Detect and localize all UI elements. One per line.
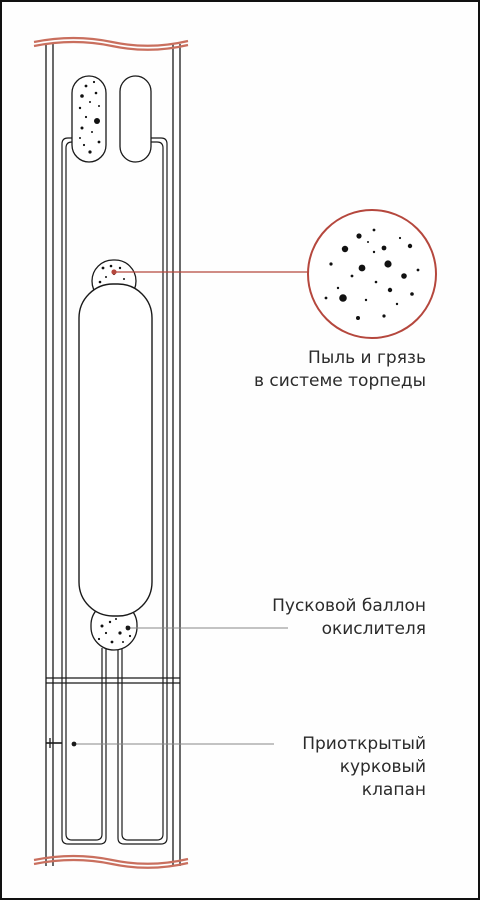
dust-label: Пыль и грязь в системе торпеды bbox=[254, 347, 426, 393]
oxidizer-balloon bbox=[78, 259, 153, 651]
valve-label-line1: Приоткрытый bbox=[302, 734, 426, 754]
valve-label: Приоткрытый курковый клапан bbox=[302, 733, 426, 802]
valve-label-line2: курковый bbox=[339, 757, 426, 777]
dust-filter-capsule bbox=[71, 75, 107, 163]
tube-cut-ends bbox=[33, 36, 189, 869]
magnified-dust bbox=[324, 228, 420, 320]
top-capsules bbox=[71, 75, 152, 163]
empty-capsule bbox=[119, 75, 152, 163]
balloon-leader-dot bbox=[125, 625, 131, 631]
valve-leader-dot bbox=[71, 741, 77, 747]
internal-piping bbox=[61, 137, 168, 845]
dust-magnifier bbox=[307, 209, 437, 339]
balloon-label: Пусковой баллон окислителя bbox=[272, 595, 426, 641]
valve-label-line3: клапан bbox=[361, 780, 426, 800]
capsule-dust bbox=[78, 80, 101, 154]
balloon-body bbox=[78, 283, 153, 617]
torpedo-tube bbox=[45, 44, 181, 866]
balloon-label-line2: окислителя bbox=[321, 619, 426, 639]
dust-label-line2: в системе торпеды bbox=[253, 371, 426, 391]
dust-label-line1: Пыль и грязь bbox=[308, 348, 426, 368]
balloon-label-line1: Пусковой баллон bbox=[272, 596, 426, 616]
callout-leaders bbox=[71, 269, 308, 747]
dust-leader-dot bbox=[111, 269, 117, 275]
valve-section bbox=[46, 677, 180, 748]
